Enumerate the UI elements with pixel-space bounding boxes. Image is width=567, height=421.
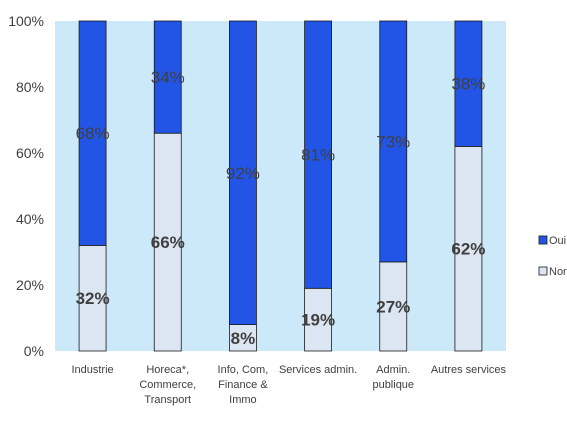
data-label-oui: 92% (226, 164, 260, 183)
plot-area (55, 21, 506, 351)
y-tick-label: 20% (16, 277, 44, 293)
bar-segment-oui (229, 20, 257, 326)
bar-segment-non (78, 244, 107, 352)
data-label-oui: 73% (376, 132, 410, 151)
category-label: Transport (144, 394, 191, 406)
bar-segment-oui (304, 20, 332, 289)
bar-segment-oui (78, 20, 107, 246)
legend-label-oui: Oui (549, 235, 566, 247)
data-label-oui: 34% (151, 68, 185, 87)
category-label: Finance & (218, 379, 268, 391)
data-label-non: 32% (76, 289, 110, 308)
legend-label-non: Non (549, 266, 567, 278)
data-label-oui: 38% (451, 75, 485, 94)
bar-segment-non (229, 324, 257, 352)
data-label-oui: 81% (301, 146, 335, 165)
bar-segment-oui (454, 20, 483, 147)
bar-segment-non (454, 145, 483, 352)
bar-segment-non (304, 287, 332, 352)
y-tick-label: 0% (24, 343, 44, 359)
data-label-non: 19% (301, 311, 335, 330)
data-labels: 68% 32% 34% 66% 92% 8% 81% 19% 73% 27% 38% 62% (76, 68, 486, 348)
category-label: Admin. (376, 364, 410, 376)
category-label: Horeca*, (146, 364, 189, 376)
category-label: Commerce, (139, 379, 196, 391)
data-label-non: 8% (231, 329, 256, 348)
category-label: publique (372, 379, 414, 391)
bar-segment-oui (153, 20, 182, 134)
bar-segment-non (379, 261, 408, 352)
bars (78, 20, 483, 352)
data-label-non: 27% (376, 297, 410, 316)
y-tick-label: 80% (16, 79, 44, 95)
legend-swatch-oui (538, 235, 548, 245)
legend-swatch-non (538, 266, 548, 276)
y-tick-label: 100% (8, 13, 44, 29)
bar-segment-oui (379, 20, 408, 263)
category-label: Immo (229, 394, 257, 406)
data-label-oui: 68% (76, 124, 110, 143)
category-label: Info, Com, (218, 364, 269, 376)
legend: Oui Non (538, 235, 567, 278)
y-axis: 0% 20% 40% 60% 80% 100% (8, 13, 44, 359)
y-tick-label: 60% (16, 145, 44, 161)
category-label: Services admin. (279, 364, 357, 376)
category-label: Industrie (71, 364, 113, 376)
data-label-non: 66% (151, 233, 185, 252)
y-tick-label: 40% (16, 211, 44, 227)
x-axis: Industrie Horeca*, Commerce, Transport Info,… (71, 364, 506, 406)
data-label-non: 62% (451, 240, 485, 259)
category-label: Autres services (431, 364, 507, 376)
